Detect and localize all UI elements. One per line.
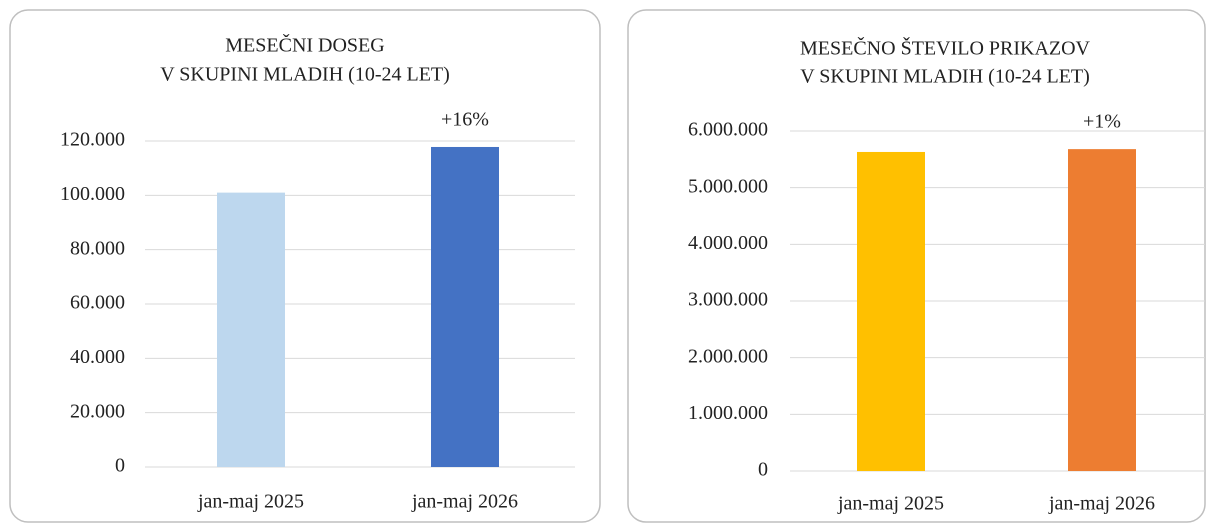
chart-title: MESEČNO ŠTEVILO PRIKAZOV: [800, 36, 1091, 60]
y-tick-label: 1.000.000: [688, 402, 768, 424]
annotation: +1%: [1083, 111, 1121, 133]
bar: [431, 146, 499, 467]
bar: [217, 192, 285, 467]
x-tick-label: jan-maj 2025: [837, 493, 944, 515]
x-tick-label: jan-maj 2026: [411, 491, 518, 513]
x-tick-label: jan-maj 2026: [1048, 493, 1155, 515]
y-tick-label: 5.000.000: [688, 175, 768, 197]
y-tick-label: 80.000: [70, 237, 125, 259]
chart-title: V SKUPINI MLADIH (10-24 LET): [800, 66, 1090, 88]
chart-title: MESEČNI DOSEG: [225, 33, 384, 57]
y-tick-label: 0: [758, 459, 768, 481]
y-tick-label: 40.000: [70, 346, 125, 368]
y-tick-label: 2.000.000: [688, 345, 768, 367]
y-tick-label: 3.000.000: [688, 289, 768, 311]
y-tick-label: 100.000: [60, 183, 125, 205]
panel: [9, 9, 601, 523]
x-tick-label: jan-maj 2025: [197, 491, 304, 513]
y-tick-label: 4.000.000: [688, 232, 768, 254]
y-tick-label: 20.000: [70, 400, 125, 422]
y-tick-label: 6.000.000: [688, 119, 768, 141]
y-tick-label: 0: [115, 455, 125, 477]
y-tick-label: 60.000: [70, 292, 125, 314]
bar: [857, 151, 925, 471]
annotation: +16%: [441, 109, 489, 131]
y-tick-label: 120.000: [60, 129, 125, 151]
chart-title: V SKUPINI MLADIH (10-24 LET): [160, 64, 450, 86]
bar: [1068, 149, 1136, 471]
